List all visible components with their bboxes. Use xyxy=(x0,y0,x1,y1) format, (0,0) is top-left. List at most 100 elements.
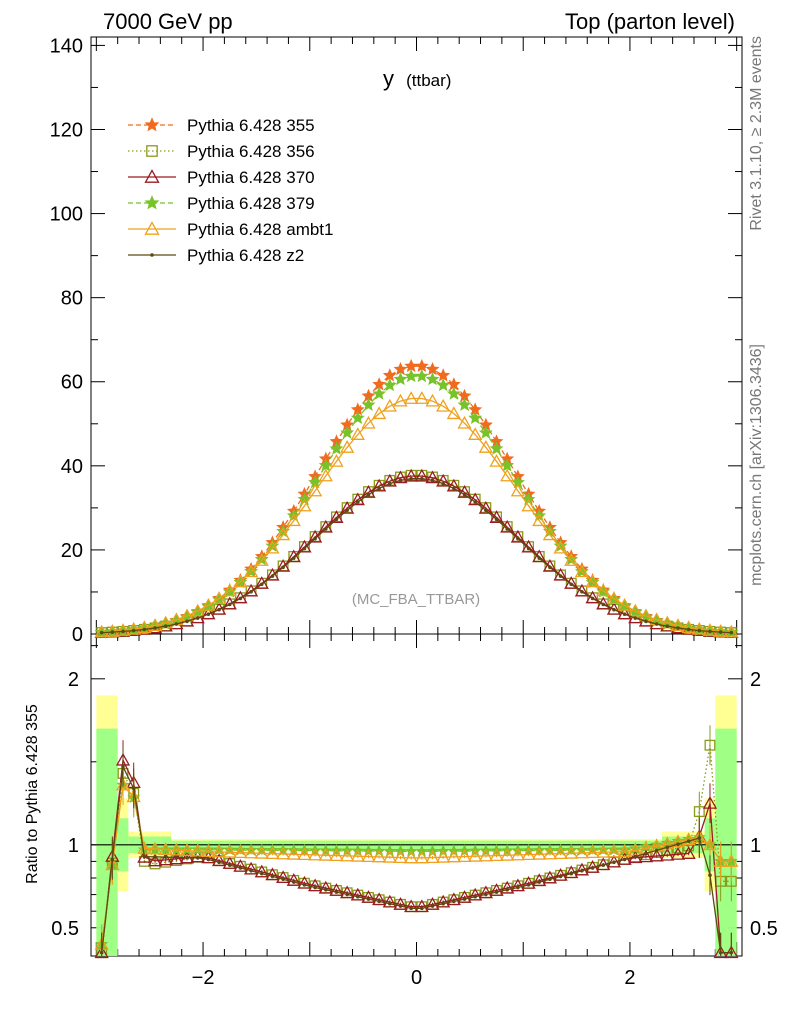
ratio-point-ambt1 xyxy=(169,842,184,856)
data-point-z2 xyxy=(601,602,606,607)
data-point-z2 xyxy=(131,628,136,633)
data-point-ambt1 xyxy=(596,583,611,597)
ratio-point-p370 xyxy=(382,894,397,908)
legend-entry-z2: Pythia 6.428 z2 xyxy=(128,246,304,265)
ratio-line-ambt1 xyxy=(101,783,732,945)
ratio-point-ambt1 xyxy=(340,848,355,862)
ratio-point-z2 xyxy=(452,899,456,904)
ratio-point-p370 xyxy=(670,846,686,860)
ratio-point-p370 xyxy=(468,887,483,901)
series-line-ambt1 xyxy=(101,397,732,633)
ratio-point-ambt1 xyxy=(606,844,622,858)
ratio-point-p370 xyxy=(94,945,109,959)
legend-label-p379: Pythia 6.428 379 xyxy=(187,194,315,213)
ratio-point-ambt1 xyxy=(147,841,163,855)
xtick-label: 0 xyxy=(411,967,422,989)
ratio-point-ambt1 xyxy=(446,849,461,863)
main-ytick-label: 140 xyxy=(50,35,83,57)
data-point-z2 xyxy=(537,556,542,560)
ratio-point-ambt1 xyxy=(425,850,440,864)
ratio-point-ambt1 xyxy=(553,846,568,860)
ratio-point-z2 xyxy=(398,904,403,908)
ratio-point-z2 xyxy=(462,897,467,901)
ratio-point-ambt1 xyxy=(414,850,429,864)
ratio-point-p370 xyxy=(147,853,163,867)
ratio-point-z2 xyxy=(142,854,147,859)
ratio-ytick-label: 0.5 xyxy=(51,918,79,940)
ratio-point-z2 xyxy=(195,856,200,860)
data-point-p370 xyxy=(414,468,429,482)
ratio-point-z2 xyxy=(249,868,253,873)
ratio-point-z2 xyxy=(558,874,563,879)
ratio-ytick-label-right: 2 xyxy=(750,669,761,691)
data-point-z2 xyxy=(665,624,670,629)
data-point-z2 xyxy=(676,626,680,630)
data-point-ambt1 xyxy=(446,406,461,420)
main-ytick-label: 120 xyxy=(50,119,83,141)
ratio-point-z2 xyxy=(366,897,371,901)
data-point-z2 xyxy=(409,476,413,481)
legend-entry-p379: Pythia 6.428 379 xyxy=(128,194,315,213)
ratio-point-ambt1 xyxy=(275,846,291,860)
ratio-point-z2 xyxy=(430,904,435,908)
data-point-ambt1 xyxy=(275,527,291,541)
ratio-point-z2 xyxy=(356,894,360,899)
ratio-point-p370 xyxy=(201,850,216,864)
data-point-ambt1 xyxy=(606,591,622,605)
ratio-point-ambt1 xyxy=(585,845,600,859)
data-point-p379 xyxy=(361,397,376,411)
ratio-point-p370 xyxy=(404,899,419,913)
ratio-point-ambt1 xyxy=(179,843,195,857)
ratio-point-z2 xyxy=(270,874,275,879)
ratio-ytick-label-right: 1 xyxy=(750,835,761,857)
ratio-point-z2 xyxy=(612,860,616,865)
data-point-p379 xyxy=(404,368,419,383)
ratio-series-z2 xyxy=(99,746,734,956)
data-point-z2 xyxy=(569,582,574,587)
data-point-z2 xyxy=(430,478,435,483)
series-z2 xyxy=(99,476,734,635)
data-point-z2 xyxy=(227,602,232,607)
ratio-point-p370 xyxy=(372,892,387,906)
xtick-label: 2 xyxy=(624,967,635,989)
ratio-point-z2 xyxy=(121,764,125,769)
data-point-ambt1 xyxy=(510,483,525,497)
data-point-z2 xyxy=(270,574,275,578)
ratio-point-ambt1 xyxy=(243,845,259,859)
ratio-point-z2 xyxy=(291,880,296,884)
legend-marker-ambt1 xyxy=(144,221,160,235)
data-point-ambt1 xyxy=(329,453,344,467)
ratio-point-ambt1 xyxy=(724,854,739,867)
data-point-z2 xyxy=(718,630,723,634)
data-point-z2 xyxy=(345,508,349,513)
main-ytick-label: 100 xyxy=(50,204,83,226)
ratio-point-z2 xyxy=(633,854,638,859)
series-p370 xyxy=(94,468,739,639)
ratio-point-ambt1 xyxy=(158,842,173,855)
ratio-uncertainty-bands xyxy=(91,695,742,956)
legend-entry-p355: Pythia 6.428 355 xyxy=(128,116,315,135)
data-point-z2 xyxy=(494,517,499,522)
ratio-point-ambt1 xyxy=(617,844,632,858)
data-point-z2 xyxy=(441,481,445,486)
data-point-ambt1 xyxy=(361,415,376,429)
data-point-p370 xyxy=(542,558,558,572)
data-point-z2 xyxy=(580,589,584,594)
ratio-point-z2 xyxy=(484,892,488,897)
ratio-point-ambt1 xyxy=(436,849,451,863)
ratio-point-z2 xyxy=(174,855,179,860)
main-ytick-label: 0 xyxy=(72,624,83,646)
data-point-ambt1 xyxy=(147,618,163,631)
ratio-point-ambt1 xyxy=(574,845,590,859)
ratio-point-ambt1 xyxy=(286,846,301,860)
ratio-point-p370 xyxy=(702,795,718,809)
data-point-z2 xyxy=(110,630,115,634)
data-point-p370 xyxy=(564,576,579,589)
ratio-point-ambt1 xyxy=(190,843,205,857)
ratio-point-ambt1 xyxy=(681,832,696,846)
ratio-point-ambt1 xyxy=(702,837,718,851)
ratio-point-z2 xyxy=(377,899,381,904)
ratio-point-z2 xyxy=(654,848,659,853)
data-point-ambt1 xyxy=(436,398,451,412)
ratio-ytick-label: 1 xyxy=(68,835,79,857)
